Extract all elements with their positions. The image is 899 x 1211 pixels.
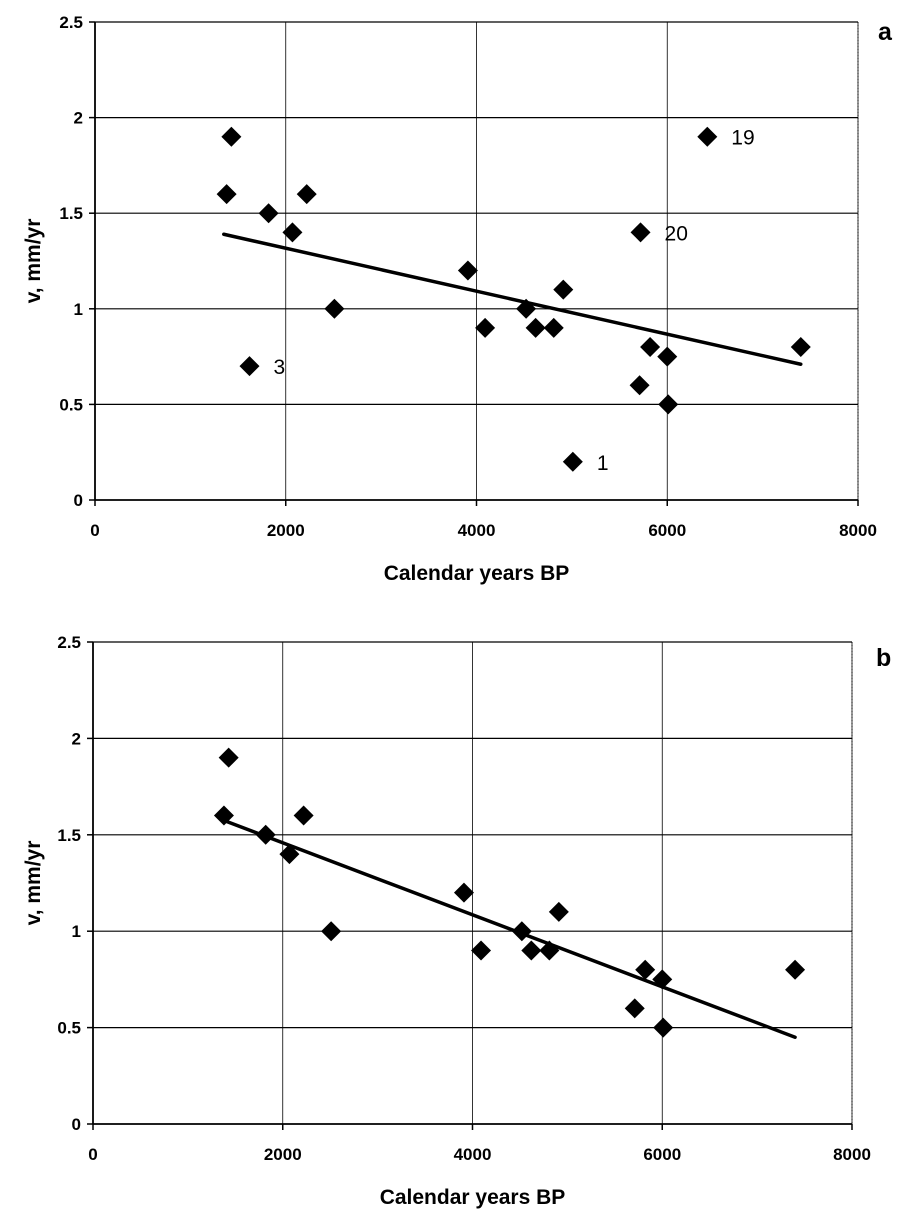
data-point: [629, 375, 650, 396]
data-point: [539, 940, 560, 961]
data-point: [553, 279, 574, 300]
y-axis-title: v, mm/yr: [22, 841, 45, 926]
x-tick-label: 8000: [833, 1145, 871, 1164]
panel-letter: b: [876, 644, 891, 672]
data-point: [562, 451, 583, 472]
point-label: 1: [597, 452, 609, 475]
data-point: [653, 1017, 674, 1038]
data-point: [785, 959, 806, 980]
y-tick-label: 2: [74, 109, 83, 128]
data-point: [516, 298, 537, 319]
x-tick-label: 2000: [264, 1145, 302, 1164]
data-point: [471, 940, 492, 961]
data-point: [624, 998, 645, 1019]
y-tick-label: 2: [72, 729, 81, 748]
data-point: [543, 317, 564, 338]
data-point: [521, 940, 542, 961]
y-tick-label: 0.5: [59, 395, 83, 414]
x-tick-label: 2000: [267, 521, 305, 540]
panel-a-chart: 0 0.5 1 1.5 2 2.5 0 2000 4000 6000 8000 Calendar ye…: [22, 13, 893, 585]
data-point: [255, 824, 276, 845]
y-tick-label: 2.5: [57, 633, 81, 652]
data-point: [213, 805, 234, 826]
x-tick-label: 4000: [454, 1145, 492, 1164]
data-point: [525, 317, 546, 338]
data-point: [296, 184, 317, 205]
y-tick-label: 1: [72, 922, 81, 941]
data-point: [258, 203, 279, 224]
data-point: [630, 222, 651, 243]
y-tick-label: 0: [74, 491, 83, 510]
x-tick-label: 8000: [839, 521, 877, 540]
trendline: [222, 232, 803, 366]
x-tick-label: 0: [88, 1145, 97, 1164]
data-point: [293, 805, 314, 826]
data-point: [658, 394, 679, 415]
x-tick-label: 4000: [458, 521, 496, 540]
y-tick-label: 0: [72, 1115, 81, 1134]
data-point: [324, 298, 345, 319]
data-point: [548, 901, 569, 922]
x-tick-label: 6000: [648, 521, 686, 540]
point-label: 19: [731, 127, 754, 150]
y-tick-label: 2.5: [59, 13, 83, 32]
x-tick-label: 6000: [643, 1145, 681, 1164]
data-point: [321, 921, 342, 942]
point-label: 20: [665, 222, 688, 245]
panel-b-chart: 0 0.5 1 1.5 2 2.5 0 2000 4000 6000 8000 Calendar ye…: [22, 633, 891, 1209]
data-point: [453, 882, 474, 903]
x-axis-title: Calendar years BP: [384, 562, 570, 585]
point-label: 3: [274, 356, 286, 379]
y-tick-label: 0.5: [57, 1019, 81, 1038]
y-axis-title: v, mm/yr: [22, 219, 45, 304]
data-point: [239, 356, 260, 377]
data-point: [790, 337, 811, 358]
data-point: [218, 747, 239, 768]
y-tick-label: 1.5: [59, 204, 83, 223]
data-point: [475, 317, 496, 338]
data-point: [657, 346, 678, 367]
x-axis-title: Calendar years BP: [380, 1186, 566, 1209]
data-point: [282, 222, 303, 243]
data-point: [216, 184, 237, 205]
panel-letter: a: [878, 18, 893, 46]
data-point: [697, 126, 718, 147]
data-point: [511, 921, 532, 942]
trendline: [219, 817, 797, 1039]
y-tick-label: 1: [74, 300, 83, 319]
data-point: [221, 126, 242, 147]
data-point: [652, 969, 673, 990]
data-point: [635, 959, 656, 980]
data-point: [457, 260, 478, 281]
y-tick-label: 1.5: [57, 826, 81, 845]
data-point: [279, 844, 300, 865]
data-point: [640, 337, 661, 358]
x-tick-label: 0: [90, 521, 99, 540]
